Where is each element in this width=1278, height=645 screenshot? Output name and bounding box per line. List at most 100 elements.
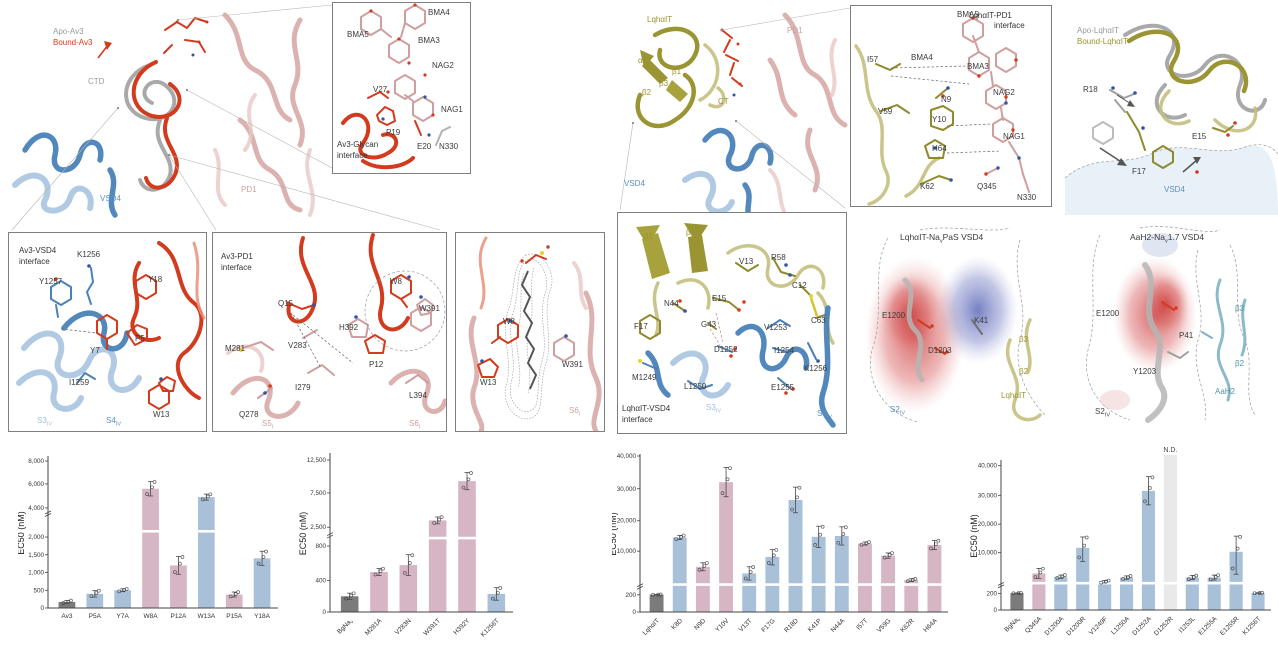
residue-label-d1252: D1252 [714,345,738,354]
inset-title-line2: interface [19,257,50,266]
residue-label-w391: W391 [562,360,583,369]
vsd4-ribbons [12,132,118,218]
residue-label-e15: E15 [1192,132,1207,141]
residue-label-y1203: Y1203 [1133,367,1157,376]
lipid-chain [520,270,538,390]
vsd4-surface [1065,145,1278,215]
residue-label-m1249: M1249 [632,373,657,382]
inset-lqhait-pd1-interface: LqhαIT-PD1 interface BMA5 I57 BMA4 BMA3 … [850,5,1052,207]
av3-trp-sticks [477,318,519,378]
pd1-ribbons [767,12,848,222]
inset-lipid-density: W8 W13 W391 S6I [455,232,605,432]
av3-sticks [286,274,412,354]
svg-text:H392Y: H392Y [452,617,471,636]
ec50-chart-bgnav-av3-interface-mutants: BgNav M281A V283N W391T H392Y K1256T 0 400 800 2,… [295,445,515,643]
residue-label-bma3: BMA3 [418,36,440,45]
svg-text:20,000: 20,000 [978,521,998,528]
vsd4-helices [16,310,142,412]
residue-label-y7: Y7 [90,346,100,355]
svg-text:30,000: 30,000 [617,486,637,493]
residue-label-e1255: E1255 [771,383,795,392]
svg-text:N44A: N44A [830,617,847,634]
lqhait-overview-structure-art [635,12,848,225]
residue-label-d1203: D1203 [928,346,952,355]
residue-label-c63: C63 [811,316,826,325]
svg-text:V59G: V59G [876,617,893,634]
inset-av3-glycan-interface: BMA5 BMA4 BMA3 NAG2 V27 NAG1 P19 E20 N33… [332,2,471,174]
svg-text:Y18A: Y18A [254,613,271,620]
residue-label-bma5: BMA5 [347,30,369,39]
svg-text:4,000: 4,000 [28,505,44,512]
glycan-sticks [720,28,743,97]
svg-text:N9D: N9D [693,617,707,631]
inset-lqhait-vsd4-interface: β2 β3 V13 R58 C12 N44 E15 F17 G43 V1253 … [617,212,847,434]
inset-av3-vsd4-interface: Av3-VSD4 interface K1256 Y1257 Y18 P5 Y7… [8,232,207,432]
vsd4-label: VSD4 [1164,185,1185,194]
residue-label-p41: P41 [1179,331,1194,340]
residue-label-nag2: NAG2 [993,88,1015,97]
residue-label-f17: F17 [1132,167,1146,176]
residue-label-v283: V283 [288,341,307,350]
svg-text:10,000: 10,000 [617,548,637,555]
beta3-label: β3 [1235,304,1245,313]
vsd4-sticks [50,264,96,384]
svg-text:40,000: 40,000 [978,463,998,470]
svg-text:P5A: P5A [89,613,102,620]
svg-text:Y10V: Y10V [714,617,731,634]
svg-text:2,000: 2,000 [28,534,44,541]
beta3-label: β3 [1019,335,1029,344]
residue-label-l1250: L1250 [684,382,707,391]
vsd4-sticks [638,319,820,395]
ec50-chart-lqhait-mutants: LqhαIT K8D N9D Y10V V13T F17G R18D K41P N44A I57T… [608,445,950,643]
svg-text:K62R: K62R [899,617,916,634]
svg-text:P15A: P15A [226,613,243,620]
av3-loop [286,233,410,332]
svg-text:W13A: W13A [197,613,215,620]
residue-label-k1256: K1256 [804,364,828,373]
residue-label-bma4: BMA4 [911,53,933,62]
svg-text:LqhαIT: LqhαIT [642,617,661,636]
residue-label-i1259: I1259 [69,378,90,387]
svg-text:E1255A: E1255A [1197,615,1219,637]
beta3-label: β3 [686,228,696,237]
lipid-mesh [504,253,553,420]
ct-label: CT [718,97,729,106]
residue-label-v1253: V1253 [764,323,788,332]
residue-label-bma3: BMA3 [967,62,989,71]
pd1-helices [226,344,446,419]
svg-text:D1252A: D1252A [1131,615,1153,637]
svg-text:EC50 (nM): EC50 (nM) [18,511,26,555]
residue-label-q15: Q15 [278,299,294,308]
svg-text:800: 800 [315,543,326,550]
svg-text:N.D.: N.D. [1163,447,1177,454]
vsd4-label: VSD4 [100,194,121,203]
svg-text:0: 0 [40,605,44,612]
residue-label-e20: E20 [417,142,432,151]
residue-label-bma4: BMA4 [428,8,450,17]
s3-helix-label: S3IV [706,403,721,415]
svg-text:L1250A: L1250A [1110,615,1131,636]
residue-label-v59: V59 [878,107,893,116]
lqhait-sticks [875,63,954,185]
residue-label-p19: P19 [386,128,401,137]
residue-label-i279: I279 [295,383,311,392]
panel-title: LqhαIT-NavPaS VSD4 [900,232,984,245]
inset-title-line2: interface [337,151,368,160]
residue-label-m281: M281 [225,344,246,353]
svg-text:1,000: 1,000 [28,570,44,577]
av3-ribbon [130,241,206,400]
inset-title-line2: interface [994,21,1025,30]
svg-text:12,500: 12,500 [307,457,327,464]
s6-helix-label: S6I [569,406,581,418]
inset-av3-pd1-interface: Av3-PD1 interface Q15 M281 V283 H392 W8 … [212,232,447,432]
svg-text:BgNav: BgNav [1003,615,1022,634]
lqhait-pd1-structure-art [854,16,1030,206]
svg-text:1,500: 1,500 [28,552,44,559]
svg-text:20,000: 20,000 [617,518,637,525]
s4-helix-label: S4IV [817,409,832,421]
svg-text:EC50 (nM): EC50 (nM) [612,512,618,556]
vsd4-ribbons [645,305,836,428]
legend-apo-av3: Apo-Av3 [53,27,84,36]
inset-title-line2: interface [622,415,653,424]
